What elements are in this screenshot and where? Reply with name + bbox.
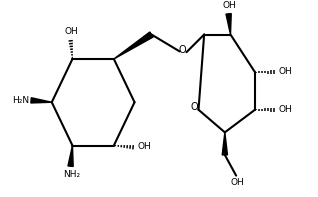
Text: OH: OH	[65, 27, 79, 36]
Text: H₂N: H₂N	[12, 96, 29, 105]
Polygon shape	[31, 98, 52, 103]
Text: O: O	[190, 102, 198, 112]
Text: OH: OH	[278, 105, 292, 113]
Text: OH: OH	[223, 1, 236, 10]
Text: O: O	[179, 45, 187, 55]
Text: OH: OH	[230, 178, 244, 187]
Text: OH: OH	[137, 142, 151, 151]
Text: OH: OH	[278, 67, 292, 76]
Polygon shape	[226, 14, 231, 34]
Text: NH₂: NH₂	[63, 170, 80, 179]
Polygon shape	[68, 146, 73, 166]
Polygon shape	[222, 132, 227, 155]
Polygon shape	[114, 32, 153, 59]
